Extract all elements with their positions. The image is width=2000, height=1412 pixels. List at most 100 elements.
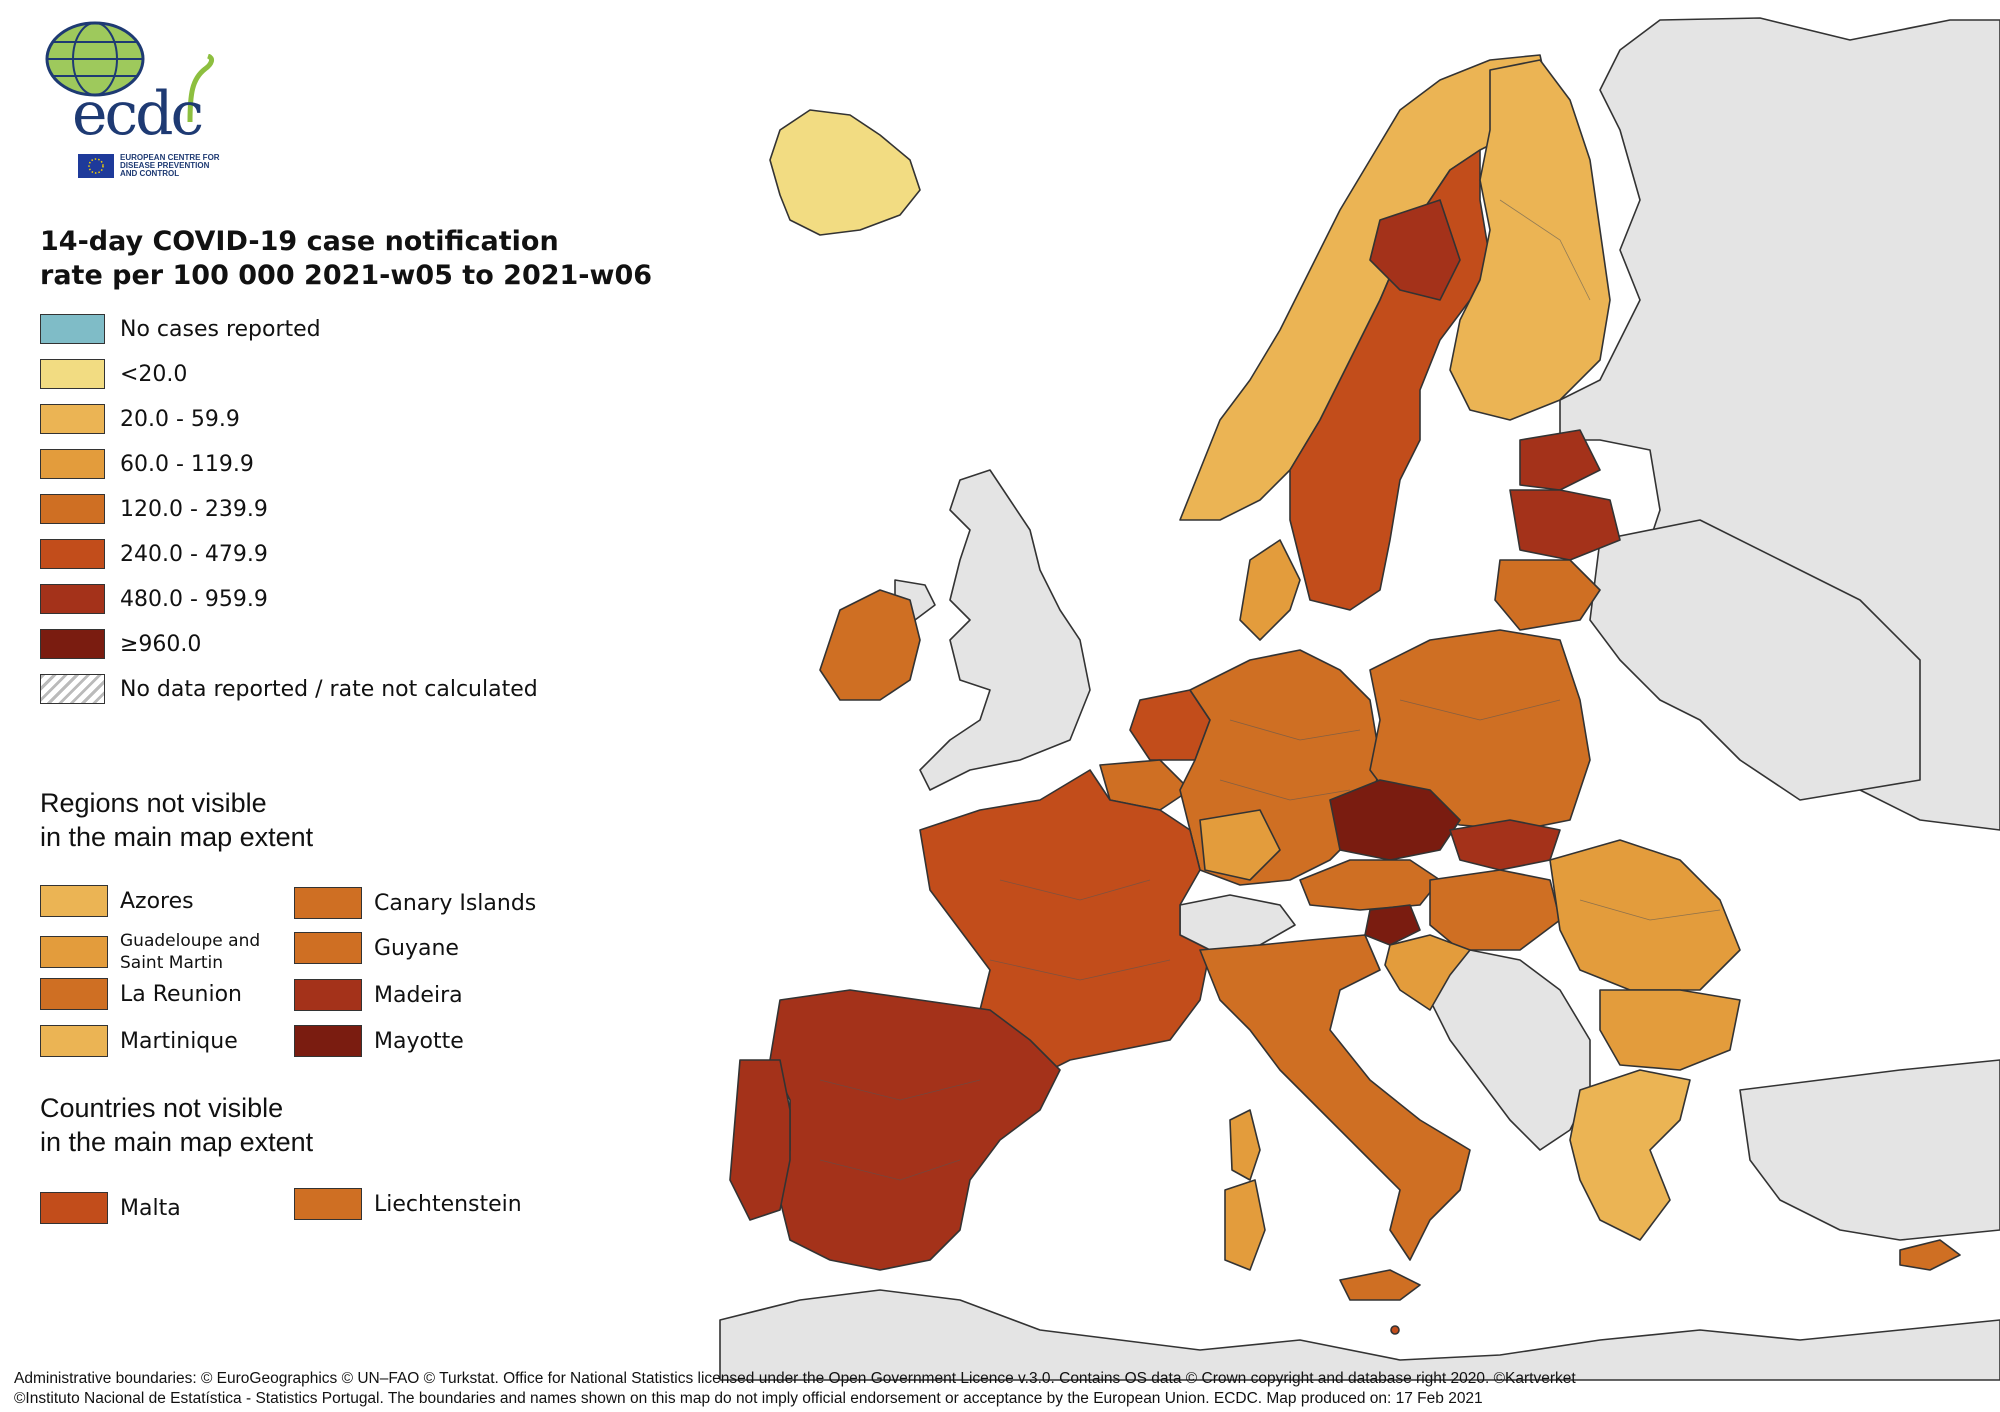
countries-heading-line: in the main map extent — [40, 1127, 314, 1157]
map-italy — [1199, 934, 1471, 1261]
ecdc-wordmark: ecdc — [72, 79, 204, 149]
legend-label: No cases reported — [120, 316, 321, 342]
attribution-footer: Administrative boundaries: © EuroGeograp… — [14, 1369, 1994, 1409]
map-poland — [1369, 629, 1591, 831]
region-swatch — [294, 1025, 362, 1057]
country-label: Malta — [120, 1195, 181, 1221]
region-label: Mayotte — [374, 1028, 464, 1054]
region-swatch — [294, 887, 362, 919]
map-greece — [1569, 1069, 1691, 1241]
region-label: Madeira — [374, 982, 463, 1008]
legend-label: 60.0 - 119.9 — [120, 451, 254, 477]
regions-heading-line: in the main map extent — [40, 822, 314, 852]
legend-swatch-hatched — [40, 674, 105, 704]
legend-label: No data reported / rate not calculated — [120, 676, 538, 702]
map-bulgaria — [1599, 989, 1741, 1071]
agency-line: AND CONTROL — [120, 169, 180, 178]
region-swatch — [294, 979, 362, 1011]
map-france — [919, 769, 1211, 1081]
region-item: La Reunion — [40, 978, 242, 1010]
region-swatch — [40, 936, 108, 968]
map-czechia — [1329, 779, 1461, 861]
region-swatch — [40, 978, 108, 1010]
agency-line: EUROPEAN CENTRE FOR — [120, 153, 220, 162]
map-north-africa — [719, 1289, 2000, 1381]
map-iceland — [769, 109, 921, 236]
legend-item: <20.0 — [40, 357, 187, 391]
legend-swatch — [40, 539, 105, 569]
legend-item: 480.0 - 959.9 — [40, 582, 268, 616]
map-belarus-ukraine — [1589, 519, 1921, 801]
map-ireland — [819, 589, 921, 701]
agency-line: DISEASE PREVENTION — [120, 161, 210, 170]
country-item: Malta — [40, 1192, 181, 1224]
map-cyprus — [1899, 1239, 1961, 1271]
eu-flag-icon — [78, 154, 114, 178]
map-malta — [1390, 1325, 1400, 1335]
region-label: Canary Islands — [374, 890, 537, 916]
map-turkey — [1739, 1059, 2000, 1241]
region-swatch — [294, 932, 362, 964]
region-label: Guadeloupe and Saint Martin — [120, 931, 261, 973]
map-sardinia — [1224, 1179, 1266, 1271]
legend-swatch — [40, 359, 105, 389]
legend-swatch — [40, 404, 105, 434]
region-label: Guyane — [374, 935, 459, 961]
map-latvia — [1509, 489, 1621, 561]
map-finland — [1449, 59, 1611, 421]
map-russia-north — [1559, 17, 2000, 831]
legend-item: No data reported / rate not calculated — [40, 672, 538, 706]
region-label: La Reunion — [120, 981, 242, 1007]
map-estonia — [1519, 429, 1601, 491]
region-item: Azores — [40, 885, 194, 917]
legend-swatch — [40, 494, 105, 524]
region-item: Martinique — [40, 1025, 238, 1057]
map-balkans — [1419, 949, 1591, 1151]
countries-heading-line: Countries not visible — [40, 1093, 284, 1123]
legend-label: <20.0 — [120, 361, 188, 387]
legend-swatch — [40, 584, 105, 614]
legend-swatch — [40, 314, 105, 344]
map-belgium — [1099, 759, 1191, 811]
sprout-icon — [187, 54, 215, 123]
map-lithuania — [1494, 559, 1601, 631]
region-item: Canary Islands — [294, 887, 536, 919]
map-romania — [1549, 839, 1741, 991]
agency-name: EUROPEAN CENTRE FOR DISEASE PREVENTION A… — [120, 154, 220, 178]
region-item: Guadeloupe and Saint Martin — [40, 930, 270, 974]
title-line: 14-day COVID-19 case notification — [40, 226, 559, 257]
regions-heading: Regions not visible in the main map exte… — [40, 786, 313, 854]
legend-label: ≥960.0 — [120, 631, 202, 657]
legend-item: 60.0 - 119.9 — [40, 447, 254, 481]
map-slovenia — [1364, 904, 1421, 946]
map-uk-great-britain — [919, 469, 1091, 791]
region-swatch — [40, 1025, 108, 1057]
map-croatia — [1384, 934, 1471, 1011]
globe-icon — [45, 21, 145, 97]
map-denmark — [1239, 539, 1301, 641]
legend-label: 120.0 - 239.9 — [120, 496, 268, 522]
legend-item: No cases reported — [40, 312, 321, 346]
region-swatch — [40, 885, 108, 917]
map-title: 14-day COVID-19 case notification rate p… — [40, 225, 652, 293]
country-label: Liechtenstein — [374, 1191, 522, 1217]
map-sweden-north — [1369, 199, 1461, 301]
map-corsica — [1229, 1109, 1261, 1181]
country-item: Liechtenstein — [294, 1188, 522, 1220]
map-germany-south — [1199, 809, 1281, 881]
region-label: Martinique — [120, 1028, 238, 1054]
attribution-line: ©Instituto Nacional de Estatística - Sta… — [14, 1390, 1483, 1407]
region-item: Guyane — [294, 932, 459, 964]
title-line: rate per 100 000 2021-w05 to 2021-w06 — [40, 260, 653, 291]
attribution-line: Administrative boundaries: © EuroGeograp… — [14, 1370, 1576, 1387]
legend-item: 120.0 - 239.9 — [40, 492, 268, 526]
map-portugal — [729, 1059, 791, 1221]
region-item: Madeira — [294, 979, 463, 1011]
region-item: Mayotte — [294, 1025, 464, 1057]
legend-item: ≥960.0 — [40, 627, 201, 661]
map-hungary — [1429, 869, 1561, 951]
legend-item: 20.0 - 59.9 — [40, 402, 240, 436]
country-swatch — [294, 1188, 362, 1220]
legend-item: 240.0 - 479.9 — [40, 537, 268, 571]
